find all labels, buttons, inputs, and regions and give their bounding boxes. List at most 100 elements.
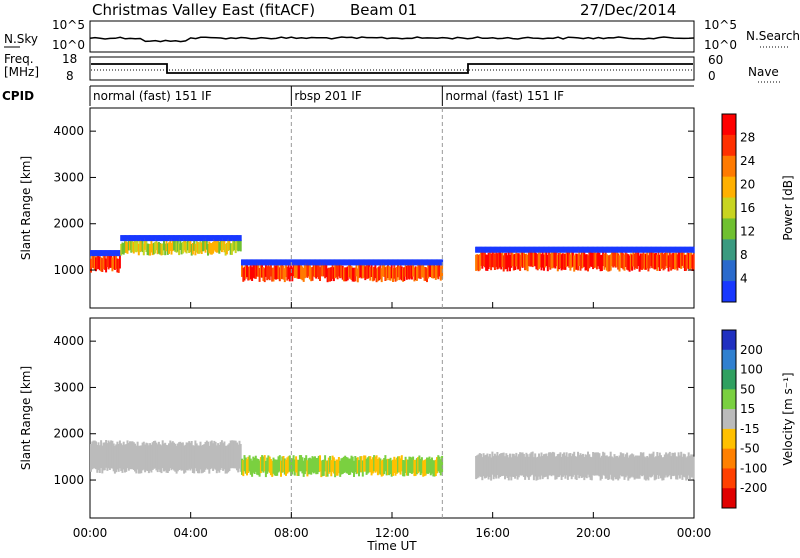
data-cell [637,249,640,267]
data-cell [321,460,324,477]
data-cell [308,265,311,280]
data-cell [556,246,559,253]
data-cell [334,259,337,266]
data-cell [492,251,495,268]
data-cell [677,452,680,476]
data-cell [271,267,274,282]
data-cell [237,239,240,252]
data-cell [156,242,159,255]
data-cell [100,257,103,272]
data-cell [170,243,173,255]
data-cell [682,246,685,253]
data-cell [228,443,231,471]
data-cell [157,441,160,470]
data-cell [628,255,631,272]
data-cell [286,457,289,474]
data-cell [517,246,520,253]
data-cell [134,443,136,472]
data-cell [575,253,578,270]
data-cell [184,240,187,253]
data-cell [365,458,368,475]
data-cell [329,259,332,266]
data-cell [146,235,149,242]
data-cell [161,440,164,469]
data-cell [108,253,111,268]
data-cell [663,454,666,478]
data-cell [296,264,299,279]
data-cell [176,443,179,472]
data-cell [390,460,393,477]
data-cell [218,235,221,242]
colorbar-swatch [722,281,736,303]
data-cell [244,259,247,266]
data-cell [227,239,230,251]
data-cell [320,259,323,266]
data-cell [233,238,236,251]
data-cell [354,456,357,473]
data-cell [243,455,246,472]
data-cell [191,242,194,255]
data-cell [395,259,398,266]
data-cell [273,459,276,476]
data-cell [379,259,382,266]
colorbar-swatch [722,155,736,178]
data-cell [110,253,113,268]
data-cell [159,444,162,473]
data-cell [91,253,94,268]
data-cell [608,456,611,480]
data-cell [577,451,579,475]
data-cell [222,238,225,250]
data-cell [636,252,639,269]
data-cell [680,252,683,269]
data-cell [433,264,436,278]
data-cell [535,253,538,270]
data-cell [298,264,301,279]
data-cell [276,459,279,476]
data-cell [241,458,243,475]
data-cell [281,259,284,266]
data-cell [685,246,688,253]
data-cell [243,266,246,281]
data-cell [526,454,529,478]
data-cell [502,246,505,253]
ytick-label: 1000 [53,473,84,487]
data-cell [124,241,126,253]
data-cell [292,259,295,266]
data-cell [636,246,639,253]
nave-label: Nave [748,65,779,79]
data-cell [488,246,491,253]
data-cell [672,246,675,253]
data-cell [301,259,304,266]
nsky-series [89,36,695,43]
data-cell [398,456,401,473]
data-cell [350,259,353,266]
data-cell [339,259,342,266]
colorbar-tick-label: 12 [740,225,755,239]
data-cell [366,457,369,474]
data-cell [610,456,613,480]
data-cell [597,246,600,253]
data-cell [106,443,109,471]
data-cell [272,259,275,266]
data-cell [397,259,399,266]
data-cell [306,259,309,266]
data-cell [199,235,202,242]
data-cell [632,246,635,253]
data-cell [178,243,181,256]
data-cell [548,246,550,253]
data-cell [106,250,109,257]
data-cell [429,263,432,278]
data-cell [648,453,651,477]
data-cell [675,246,678,253]
data-cell [521,452,524,476]
data-cell [205,238,208,250]
ytick-label: 4000 [53,334,84,348]
data-cell [422,460,425,477]
data-cell [225,235,228,242]
data-cell [363,259,366,266]
data-cell [103,250,106,257]
data-cell [424,459,427,476]
data-cell [662,457,665,481]
data-cell [247,266,250,281]
data-cell [155,442,158,471]
